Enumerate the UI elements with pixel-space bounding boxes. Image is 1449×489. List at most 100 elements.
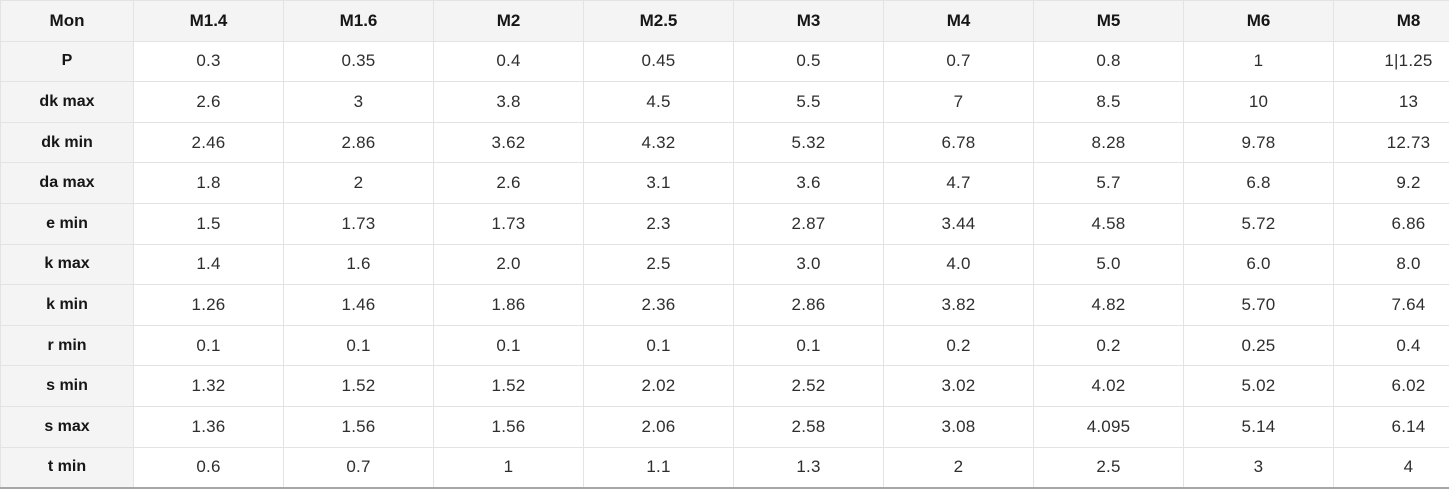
cell: 1.56 [433, 405, 584, 448]
row-label: k max [0, 243, 134, 286]
column-header: M4 [883, 0, 1034, 42]
cell: 0.5 [733, 40, 884, 83]
cell: 0.7 [283, 446, 434, 489]
cell: 5.7 [1033, 162, 1184, 204]
cell: 4.0 [883, 243, 1034, 286]
cell: 1.52 [283, 365, 434, 407]
cell: 0.8 [1033, 40, 1184, 83]
cell: 5.5 [733, 81, 884, 123]
cell: 0.2 [1033, 324, 1184, 367]
cell: 1.6 [283, 243, 434, 286]
header-row: Mon M1.4 M1.6 M2 M2.5 M3 M4 M5 M6 M8 [0, 0, 1449, 42]
cell: 6.86 [1333, 202, 1449, 245]
cell: 5.14 [1183, 405, 1334, 448]
cell: 0.4 [1333, 324, 1449, 367]
cell: 6.8 [1183, 162, 1334, 204]
cell: 9.2 [1333, 162, 1449, 204]
cell: 1.52 [433, 365, 584, 407]
cell: 6.78 [883, 121, 1034, 164]
cell: 2.5 [583, 243, 734, 286]
cell: 0.25 [1183, 324, 1334, 367]
row-label: dk max [0, 81, 134, 123]
cell: 4.02 [1033, 365, 1184, 407]
cell: 2.58 [733, 405, 884, 448]
column-header: M2.5 [583, 0, 734, 42]
cell: 0.45 [583, 40, 734, 83]
cell: 6.0 [1183, 243, 1334, 286]
cell: 0.1 [433, 324, 584, 367]
cell: 1 [433, 446, 584, 489]
cell: 0.1 [733, 324, 884, 367]
cell: 10 [1183, 81, 1334, 123]
cell: 0.3 [133, 40, 284, 83]
cell: 3 [283, 81, 434, 123]
cell: 5.32 [733, 121, 884, 164]
cell: 0.7 [883, 40, 1034, 83]
cell: 4 [1333, 446, 1449, 489]
cell: 0.4 [433, 40, 584, 83]
cell: 3.6 [733, 162, 884, 204]
table-row: e min 1.5 1.73 1.73 2.3 2.87 3.44 4.58 5… [0, 202, 1449, 245]
cell: 3 [1183, 446, 1334, 489]
cell: 4.32 [583, 121, 734, 164]
cell: 1.56 [283, 405, 434, 448]
cell: 3.0 [733, 243, 884, 286]
cell: 1.8 [133, 162, 284, 204]
table-row: s max 1.36 1.56 1.56 2.06 2.58 3.08 4.09… [0, 405, 1449, 448]
cell: 5.0 [1033, 243, 1184, 286]
column-header: M1.4 [133, 0, 284, 42]
cell: 0.1 [283, 324, 434, 367]
cell: 3.08 [883, 405, 1034, 448]
cell: 2.87 [733, 202, 884, 245]
table-row: dk max 2.6 3 3.8 4.5 5.5 7 8.5 10 13 [0, 81, 1449, 123]
cell: 6.14 [1333, 405, 1449, 448]
table-row: P 0.3 0.35 0.4 0.45 0.5 0.7 0.8 1 1|1.25 [0, 40, 1449, 83]
cell: 8.5 [1033, 81, 1184, 123]
cell: 0.6 [133, 446, 284, 489]
cell: 2.86 [283, 121, 434, 164]
cell: 4.58 [1033, 202, 1184, 245]
cell: 2.52 [733, 365, 884, 407]
cell: 5.70 [1183, 284, 1334, 326]
column-header: M8 [1333, 0, 1449, 42]
cell: 3.02 [883, 365, 1034, 407]
cell: 2.46 [133, 121, 284, 164]
cell: 5.02 [1183, 365, 1334, 407]
row-label: t min [0, 446, 134, 489]
cell: 3.82 [883, 284, 1034, 326]
cell: 3.62 [433, 121, 584, 164]
cell: 2.3 [583, 202, 734, 245]
row-label: s max [0, 405, 134, 448]
cell: 1.36 [133, 405, 284, 448]
table-row: dk min 2.46 2.86 3.62 4.32 5.32 6.78 8.2… [0, 121, 1449, 164]
cell: 1.4 [133, 243, 284, 286]
cell: 2.5 [1033, 446, 1184, 489]
row-label: e min [0, 202, 134, 245]
row-label: P [0, 40, 134, 83]
cell: 4.7 [883, 162, 1034, 204]
cell: 7 [883, 81, 1034, 123]
cell: 4.5 [583, 81, 734, 123]
cell: 1.73 [433, 202, 584, 245]
column-header: M2 [433, 0, 584, 42]
table-row: s min 1.32 1.52 1.52 2.02 2.52 3.02 4.02… [0, 365, 1449, 407]
cell: 2.0 [433, 243, 584, 286]
cell: 2.02 [583, 365, 734, 407]
column-header: M3 [733, 0, 884, 42]
table-row: t min 0.6 0.7 1 1.1 1.3 2 2.5 3 4 [0, 446, 1449, 489]
cell: 1.3 [733, 446, 884, 489]
column-header: M1.6 [283, 0, 434, 42]
table-row: da max 1.8 2 2.6 3.1 3.6 4.7 5.7 6.8 9.2 [0, 162, 1449, 204]
cell: 1.5 [133, 202, 284, 245]
cell: 1.32 [133, 365, 284, 407]
cell: 12.73 [1333, 121, 1449, 164]
table-row: k max 1.4 1.6 2.0 2.5 3.0 4.0 5.0 6.0 8.… [0, 243, 1449, 286]
cell: 2 [883, 446, 1034, 489]
cell: 0.1 [583, 324, 734, 367]
cell: 2.86 [733, 284, 884, 326]
cell: 1.73 [283, 202, 434, 245]
row-label: dk min [0, 121, 134, 164]
table-row: r min 0.1 0.1 0.1 0.1 0.1 0.2 0.2 0.25 0… [0, 324, 1449, 367]
cell: 4.82 [1033, 284, 1184, 326]
